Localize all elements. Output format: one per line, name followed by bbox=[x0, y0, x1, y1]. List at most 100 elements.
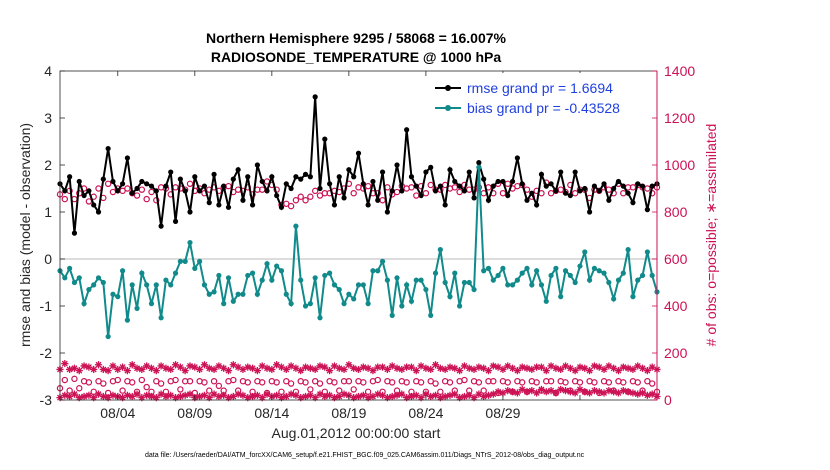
assimilated_lower-point bbox=[277, 394, 286, 402]
rmse-point bbox=[471, 195, 477, 201]
assimilated_upper-point bbox=[629, 365, 637, 374]
bias-point bbox=[144, 282, 150, 288]
bias-point bbox=[274, 263, 280, 269]
assimilated_lower-point bbox=[61, 391, 69, 399]
y-left-tick-label: 4 bbox=[44, 63, 52, 79]
bias-point bbox=[341, 301, 347, 307]
assimilated_upper-point bbox=[171, 361, 180, 369]
y-left-tick-label: -3 bbox=[40, 392, 53, 408]
bias-point bbox=[206, 291, 212, 297]
assimilated_lower-point bbox=[600, 389, 608, 397]
assimilated_upper-point bbox=[321, 363, 329, 371]
rmse-point bbox=[428, 164, 434, 170]
bias-point bbox=[249, 270, 256, 276]
assimilated_lower-point bbox=[533, 389, 541, 397]
assimilated_lower-point bbox=[436, 394, 444, 402]
bias-point bbox=[558, 294, 564, 300]
bias-point bbox=[630, 294, 636, 300]
rmse-point bbox=[457, 183, 463, 189]
rmse-point bbox=[274, 192, 280, 199]
assimilated_upper-point bbox=[470, 365, 478, 374]
bias-point bbox=[187, 239, 193, 246]
assimilated_upper-point bbox=[422, 364, 430, 372]
bias-point bbox=[529, 282, 535, 288]
bias-point bbox=[625, 247, 631, 253]
assimilated_upper-point bbox=[533, 363, 541, 371]
rmse-point bbox=[86, 188, 92, 194]
possible_lower-point bbox=[634, 379, 641, 386]
assimilated_lower-point bbox=[398, 390, 406, 398]
rmse-point bbox=[586, 209, 593, 215]
y-right-tick-label: 400 bbox=[664, 298, 688, 314]
assimilated_upper-point bbox=[480, 364, 488, 372]
assimilated_upper-point bbox=[436, 364, 444, 372]
possible_upper-point bbox=[644, 185, 651, 192]
possible_lower-point bbox=[518, 379, 526, 386]
rmse-point bbox=[62, 188, 68, 194]
assimilated_lower-point bbox=[181, 391, 189, 399]
possible_lower-point bbox=[432, 380, 439, 387]
y-left-axis-label: rmse and bias (model - observation) bbox=[17, 123, 33, 347]
assimilated_upper-point bbox=[340, 365, 348, 374]
assimilated_upper-point bbox=[446, 363, 454, 371]
rmse-point bbox=[67, 174, 73, 180]
assimilated_lower-point bbox=[566, 388, 574, 396]
assimilated_upper-point bbox=[128, 361, 136, 369]
assimilated_upper-point bbox=[133, 364, 141, 372]
assimilated_lower-point bbox=[340, 390, 348, 398]
assimilated_upper-point bbox=[147, 364, 156, 372]
rmse-point bbox=[495, 178, 501, 185]
bias-point bbox=[447, 294, 453, 300]
assimilated_upper-point bbox=[638, 364, 647, 372]
assimilated_upper-point bbox=[528, 365, 536, 374]
rmse-point bbox=[413, 183, 419, 189]
possible_lower-point bbox=[562, 379, 569, 386]
possible_upper-point bbox=[133, 192, 141, 199]
possible_upper-point bbox=[504, 180, 511, 187]
bias-point bbox=[86, 286, 92, 293]
assimilated_upper-point bbox=[518, 363, 526, 371]
rmse-point bbox=[481, 176, 487, 182]
rmse-point bbox=[115, 188, 121, 194]
assimilated_lower-point bbox=[321, 392, 329, 401]
legend: rmse grand pr = 1.6694 bias grand pr = -… bbox=[431, 73, 655, 117]
bias-point bbox=[505, 282, 511, 288]
assimilated_lower-point bbox=[590, 387, 599, 395]
rmse-point bbox=[490, 183, 496, 189]
assimilated_upper-point bbox=[109, 362, 117, 370]
assimilated_lower-point bbox=[523, 388, 531, 396]
rmse-point bbox=[452, 178, 458, 185]
assimilated_upper-point bbox=[576, 363, 584, 371]
possible_lower-point bbox=[374, 376, 381, 384]
rmse-point bbox=[529, 190, 535, 196]
assimilated_upper-point bbox=[475, 363, 483, 371]
possible_lower-point bbox=[114, 376, 121, 384]
assimilated_lower-point bbox=[210, 390, 218, 398]
bias-point bbox=[461, 279, 468, 286]
rmse-point bbox=[129, 190, 135, 196]
possible_lower-point bbox=[490, 378, 497, 385]
possible_upper-point bbox=[292, 197, 300, 204]
assimilated_upper-point bbox=[643, 367, 651, 375]
bias-point bbox=[351, 296, 357, 302]
assimilated_upper-point bbox=[253, 367, 261, 375]
possible_upper-point bbox=[302, 197, 309, 204]
possible_lower-point bbox=[143, 383, 150, 391]
bias-point bbox=[95, 275, 102, 281]
rmse-point bbox=[538, 171, 545, 177]
possible_lower-point bbox=[417, 379, 425, 386]
assimilated_lower-point bbox=[330, 394, 339, 402]
assimilated_upper-point bbox=[484, 367, 493, 375]
assimilated_upper-point bbox=[600, 365, 608, 374]
possible_upper-point bbox=[186, 180, 194, 187]
assimilated_lower-point bbox=[364, 394, 372, 402]
assimilated_lower-point bbox=[576, 385, 584, 394]
possible_lower-point bbox=[360, 379, 367, 386]
possible_lower-point bbox=[157, 380, 165, 387]
bias-point bbox=[278, 268, 285, 274]
x-tick-label: 08/14 bbox=[254, 405, 289, 421]
bias-point bbox=[105, 333, 111, 340]
bias-point bbox=[572, 279, 578, 286]
assimilated_lower-point bbox=[484, 391, 493, 399]
assimilated_upper-point bbox=[311, 365, 319, 374]
